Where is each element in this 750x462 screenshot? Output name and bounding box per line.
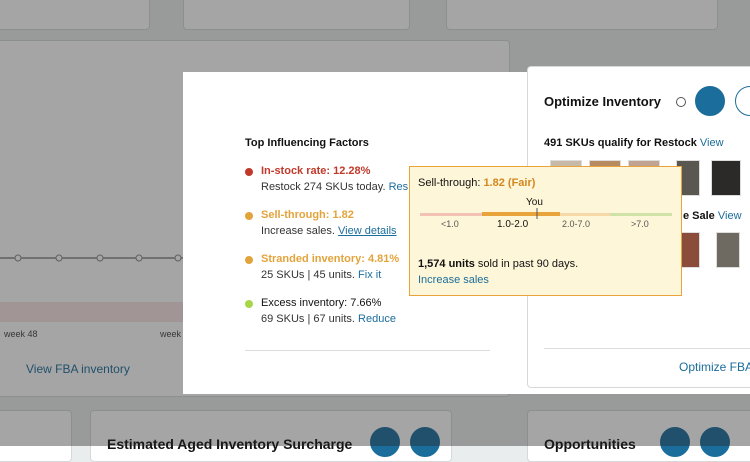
range-label: <1.0 [441,219,459,229]
status-dot [245,256,253,264]
optimize-title: Optimize Inventory [544,94,662,109]
top-card [446,0,718,30]
range-segment [610,213,672,216]
factor-detail: Increase sales. View details [261,225,397,237]
restock-link[interactable]: View [699,137,724,149]
factor-label: Sell-through: 1.82 [261,209,354,221]
chart-dot [174,254,182,262]
range-segment [560,213,610,216]
sale-text: e Sale [683,210,715,222]
range-bar [420,208,672,219]
range-label: >7.0 [631,219,649,229]
factor-text: 69 SKUs | 67 units. [261,313,355,325]
week-label: week 52 [160,329,194,339]
factor-label: Stranded inventory: 4.81% [261,253,400,265]
factor-label: Excess inventory: 7.66% [261,297,382,309]
units-count: 1,574 units [418,258,475,270]
tooltip-value: 1.82 (Fair) [483,177,536,189]
restock-text: 491 SKUs qualify for Restock [544,137,697,149]
range-label: 1.0-2.0 [497,219,529,230]
top-card [183,0,410,30]
fba-link[interactable]: View FBA inventory [26,362,130,376]
chart-band [0,302,196,322]
range-segment [420,213,482,216]
factor-detail: Restock 274 SKUs today. Res [261,181,408,193]
range-segment [482,212,560,216]
factor-action[interactable]: Reduce [358,313,396,325]
top-card [0,0,150,30]
marker-label: You [526,197,543,208]
optimize-link[interactable]: Optimize FBA [679,360,750,374]
factor-text: Increase sales. [261,225,335,237]
divider [544,348,750,349]
factor-detail: 69 SKUs | 67 units. Reduce [261,313,396,325]
week-label: week 48 [4,329,38,339]
tooltip [409,166,682,296]
factor-action[interactable]: View details [338,225,397,237]
chart-dot [55,254,63,262]
factors-title: Top Influencing Factors [245,137,369,149]
status-dot [245,212,253,220]
range-label: 2.0-7.0 [562,219,591,229]
sale-link[interactable]: View [717,210,742,222]
chart-dot [14,254,22,262]
units-text: sold in past 90 days. [477,258,579,270]
chart [0,254,196,322]
tooltip-link[interactable]: Increase sales [418,274,489,286]
factor-text: 25 SKUs | 45 units. [261,269,355,281]
chart-dot [96,254,104,262]
product-image [716,232,740,268]
chart-dot [135,254,143,262]
factor-detail: 25 SKUs | 45 units. Fix it [261,269,381,281]
status-dot [245,168,253,176]
factor-action[interactable]: Fix it [358,269,382,281]
product-image [711,160,741,196]
factor-text: Restock 274 SKUs today. [261,181,386,193]
factor-action[interactable]: Res [388,181,409,193]
thumbs-up[interactable] [695,86,725,116]
divider [245,350,490,351]
status-dot [245,300,253,308]
factor-label: In-stock rate: 12.28% [261,165,371,177]
tooltip-label: Sell-through: [418,177,481,189]
info-icon[interactable] [676,97,686,107]
